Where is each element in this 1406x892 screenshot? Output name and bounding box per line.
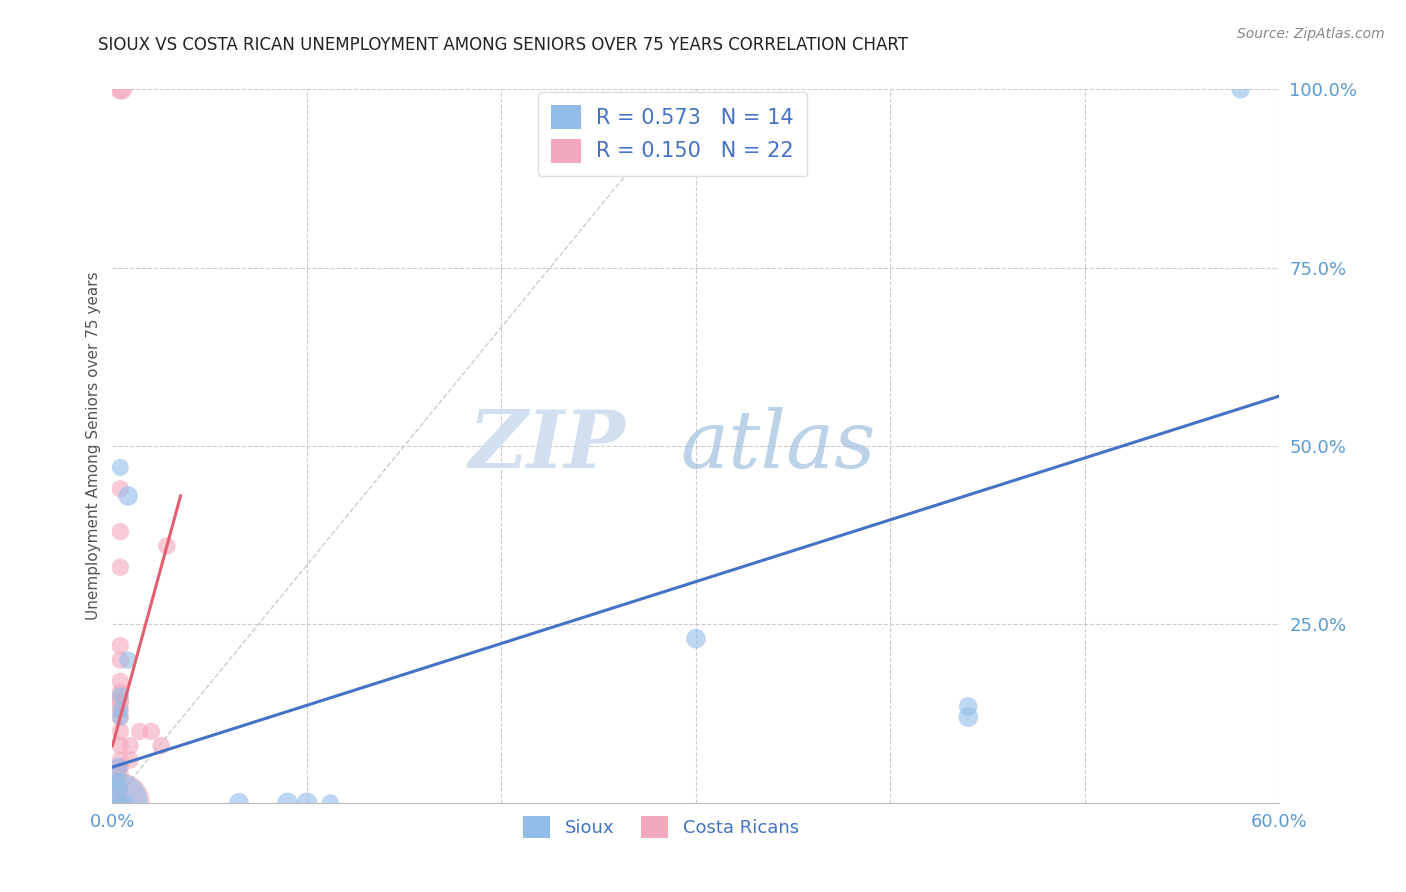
Point xyxy=(128,724,150,739)
Point xyxy=(110,653,132,667)
Point xyxy=(110,703,132,717)
Point xyxy=(110,689,132,703)
Point xyxy=(228,796,250,810)
Point xyxy=(110,560,132,574)
Point xyxy=(110,692,132,706)
Point xyxy=(115,796,138,810)
Point xyxy=(110,482,132,496)
Point xyxy=(117,489,139,503)
Point xyxy=(107,774,129,789)
Point xyxy=(110,460,132,475)
Point xyxy=(111,82,134,96)
Text: SIOUX VS COSTA RICAN UNEMPLOYMENT AMONG SENIORS OVER 75 YEARS CORRELATION CHART: SIOUX VS COSTA RICAN UNEMPLOYMENT AMONG … xyxy=(98,36,908,54)
Legend: Sioux, Costa Ricans: Sioux, Costa Ricans xyxy=(515,807,808,847)
Point xyxy=(110,767,132,781)
Point xyxy=(685,632,707,646)
Point xyxy=(118,753,141,767)
Point xyxy=(110,796,132,810)
Point xyxy=(107,796,129,810)
Point xyxy=(1229,82,1251,96)
Point xyxy=(110,796,132,810)
Point xyxy=(110,710,132,724)
Point xyxy=(110,760,132,774)
Point xyxy=(110,781,132,796)
Point xyxy=(276,796,298,810)
Point xyxy=(319,796,342,810)
Point xyxy=(150,739,173,753)
Point xyxy=(957,699,980,714)
Point xyxy=(110,724,132,739)
Point xyxy=(110,685,132,699)
Point xyxy=(110,82,132,96)
Text: ZIP: ZIP xyxy=(470,408,626,484)
Point xyxy=(107,796,129,810)
Point xyxy=(107,781,129,796)
Point xyxy=(110,696,132,710)
Point xyxy=(110,674,132,689)
Point xyxy=(110,524,132,539)
Point xyxy=(107,760,129,774)
Point xyxy=(110,710,132,724)
Point xyxy=(110,739,132,753)
Point xyxy=(117,653,139,667)
Point xyxy=(957,710,980,724)
Text: Source: ZipAtlas.com: Source: ZipAtlas.com xyxy=(1237,27,1385,41)
Point xyxy=(110,753,132,767)
Point xyxy=(156,539,179,553)
Point xyxy=(118,739,141,753)
Point xyxy=(110,703,132,717)
Point xyxy=(295,796,318,810)
Point xyxy=(110,639,132,653)
Y-axis label: Unemployment Among Seniors over 75 years: Unemployment Among Seniors over 75 years xyxy=(86,272,101,620)
Point xyxy=(141,724,163,739)
Text: atlas: atlas xyxy=(681,408,876,484)
